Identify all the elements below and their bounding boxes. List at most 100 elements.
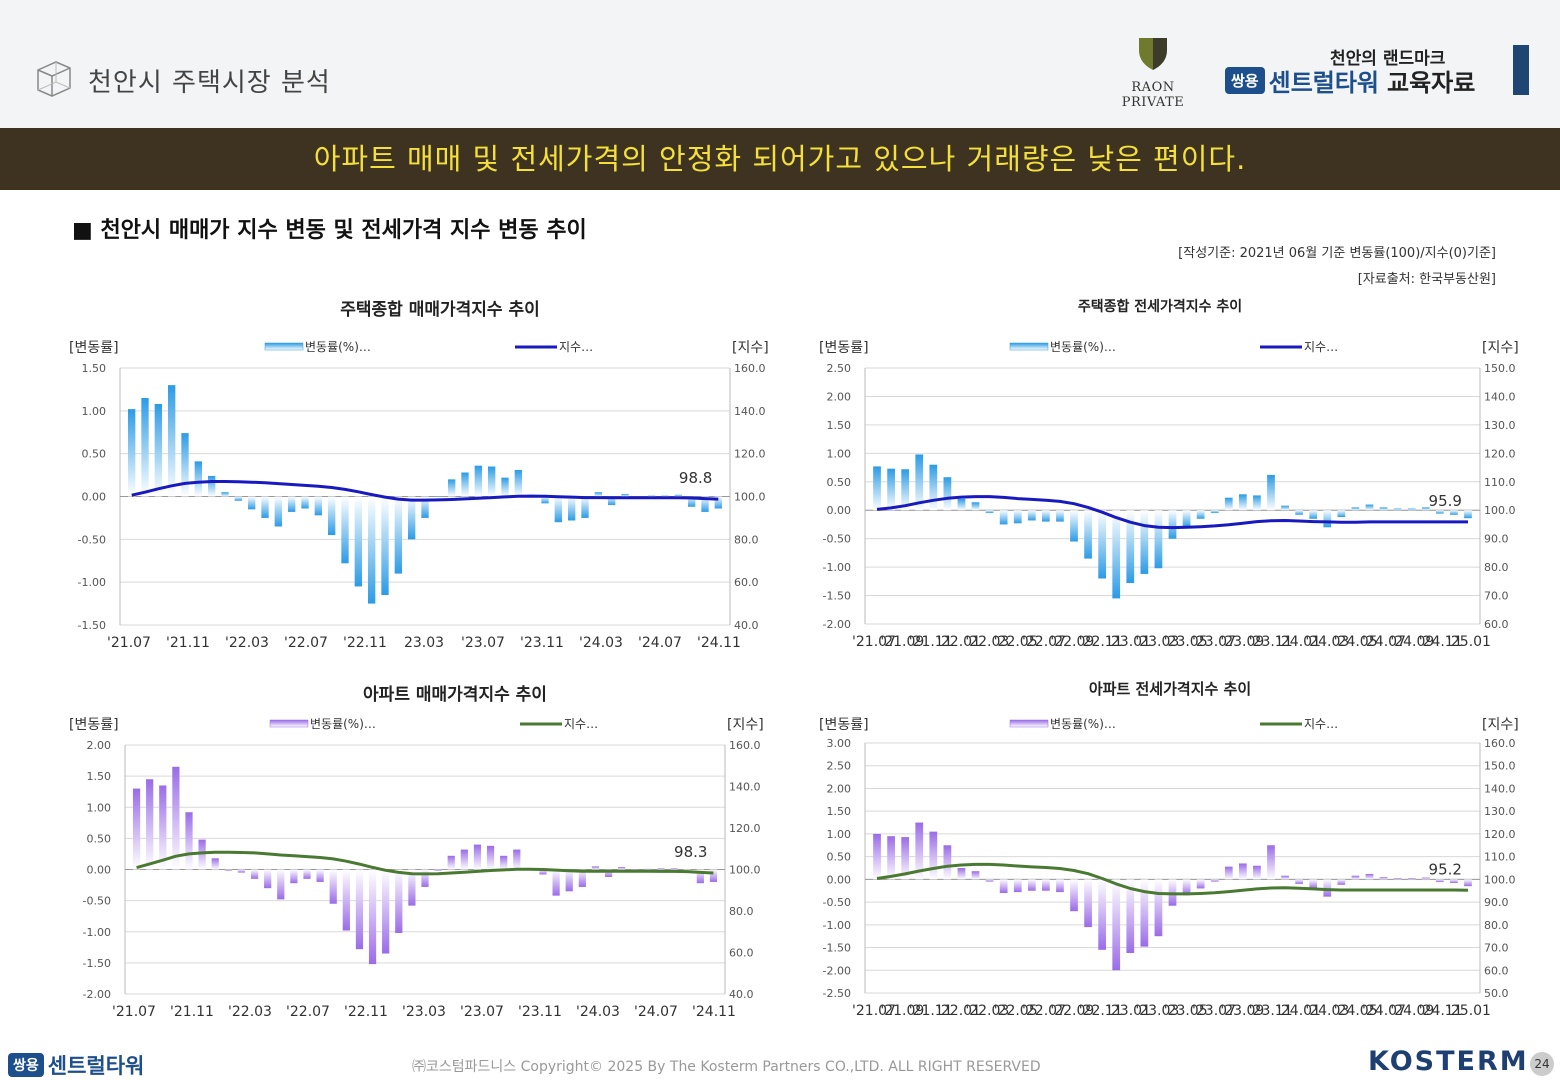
legend-label-line: 지수… <box>559 340 593 354</box>
x-tick-label: '22.11 <box>343 635 387 651</box>
legend-label-line: 지수… <box>1304 340 1338 354</box>
bar <box>1154 879 1163 937</box>
bar <box>1407 878 1416 880</box>
y-tick-left: 3.00 <box>827 737 852 750</box>
brand-logo: 쌍용 센트럴타워 교육자료 <box>1225 66 1475 97</box>
y-label-left: [변동률] <box>819 717 869 733</box>
y-tick-right: 100.0 <box>734 491 766 504</box>
x-tick-label: '21.11 <box>909 634 953 650</box>
y-tick-right: 110.0 <box>1484 851 1516 864</box>
bar <box>434 496 442 498</box>
y-tick-right: 160.0 <box>734 362 766 375</box>
y-tick-right: 160.0 <box>1484 737 1516 750</box>
bar <box>1323 510 1332 528</box>
x-tick-label: '24.11 <box>697 635 741 651</box>
y-tick-right: 140.0 <box>1484 390 1516 403</box>
bar <box>957 868 966 880</box>
bar <box>943 477 952 511</box>
y-tick-left: 0.00 <box>827 504 852 517</box>
x-tick-label: '24.03 <box>1305 634 1349 650</box>
bar <box>1182 510 1191 528</box>
bar <box>1365 873 1374 880</box>
chart-house-sale-index: 1.50 1.00 0.50 0.00 -0.50 -1.00 -1.50 160.0 140.… <box>69 340 769 651</box>
y-tick-left: -1.50 <box>78 619 106 632</box>
bar <box>1056 879 1064 893</box>
x-tick-label: '21.09 <box>880 1003 924 1019</box>
bar <box>901 837 910 880</box>
bar <box>185 812 193 870</box>
x-tick-label: '24.07 <box>634 1004 678 1020</box>
bar <box>448 479 456 497</box>
y-label-left: [변동률] <box>819 340 869 356</box>
bar <box>132 788 141 870</box>
bar <box>159 785 167 870</box>
brand-name: 센트럴타워 <box>1268 68 1380 97</box>
bar <box>1323 879 1332 897</box>
bar <box>670 868 678 870</box>
y-tick-right: 100.0 <box>1484 873 1516 886</box>
end-value-label: 95.9 <box>1429 492 1462 510</box>
bar <box>514 469 522 497</box>
bar <box>250 869 259 879</box>
y-tick-right: 120.0 <box>729 822 761 835</box>
end-value-label: 98.3 <box>674 843 707 861</box>
bar <box>873 833 881 880</box>
bar <box>618 867 626 870</box>
x-tick-label: '23.01 <box>1107 634 1151 650</box>
bar <box>434 869 442 871</box>
bar <box>513 849 521 870</box>
bar <box>408 869 416 906</box>
bar <box>578 869 586 887</box>
y-tick-right: 60.0 <box>1484 964 1509 977</box>
y-tick-right: 120.0 <box>734 448 766 461</box>
bar <box>1238 494 1247 511</box>
bar <box>1084 879 1092 928</box>
bar <box>181 433 189 497</box>
kosterm-logo: KOSTERM <box>1368 1046 1529 1077</box>
bar <box>1253 865 1261 880</box>
y-tick-left: 1.00 <box>82 405 107 418</box>
bar <box>1224 866 1233 880</box>
x-tick-label: '23.07 <box>1192 634 1236 650</box>
bar <box>1421 507 1430 511</box>
y-label-right: [지수] <box>1482 340 1519 356</box>
brand-suffix: 교육자료 <box>1387 68 1476 97</box>
bar <box>604 869 613 877</box>
bar <box>208 475 216 497</box>
bar <box>1098 879 1107 950</box>
x-tick-label: '24.03 <box>579 635 623 651</box>
y-tick-right: 100.0 <box>1484 504 1516 517</box>
x-tick-label: '22.11 <box>344 1004 388 1020</box>
y-tick-right: 60.0 <box>734 576 759 589</box>
bar <box>1182 879 1191 896</box>
bar <box>261 496 269 518</box>
bar <box>237 869 246 873</box>
bar <box>1210 510 1219 514</box>
y-tick-left: 0.00 <box>87 864 112 877</box>
bar <box>1196 510 1205 519</box>
bar <box>929 464 938 511</box>
bar <box>1435 879 1444 883</box>
index-line <box>876 862 1469 896</box>
legend-swatch-bar <box>269 719 309 728</box>
bar <box>1056 510 1064 522</box>
y-tick-left: -1.00 <box>83 926 111 939</box>
bar <box>1295 879 1303 884</box>
bar <box>355 869 364 950</box>
x-tick-label: '22.03 <box>228 1004 272 1020</box>
bar <box>486 845 495 870</box>
y-tick-right: 90.0 <box>1484 533 1509 546</box>
x-tick-label: '24.07 <box>638 635 682 651</box>
y-tick-left: -2.00 <box>823 964 851 977</box>
bar <box>1112 510 1121 599</box>
legend-swatch-bar <box>1009 342 1049 351</box>
bar <box>354 496 362 587</box>
x-tick-label: '22.05 <box>994 1003 1038 1019</box>
bar <box>1464 510 1472 519</box>
chart-title-apt-jeonse: 아파트 전세가격지수 추이 <box>1088 680 1252 698</box>
bar <box>1365 504 1374 511</box>
chart-title-house-jeonse: 주택종합 전세가격지수 추이 <box>1077 299 1243 315</box>
y-tick-right: 80.0 <box>734 533 759 546</box>
y-tick-left: -0.50 <box>78 533 106 546</box>
chart-house-jeonse-index: 2.50 2.00 1.50 1.00 0.50 0.00 -0.50 -1.00 -1.50 -… <box>819 340 1519 650</box>
